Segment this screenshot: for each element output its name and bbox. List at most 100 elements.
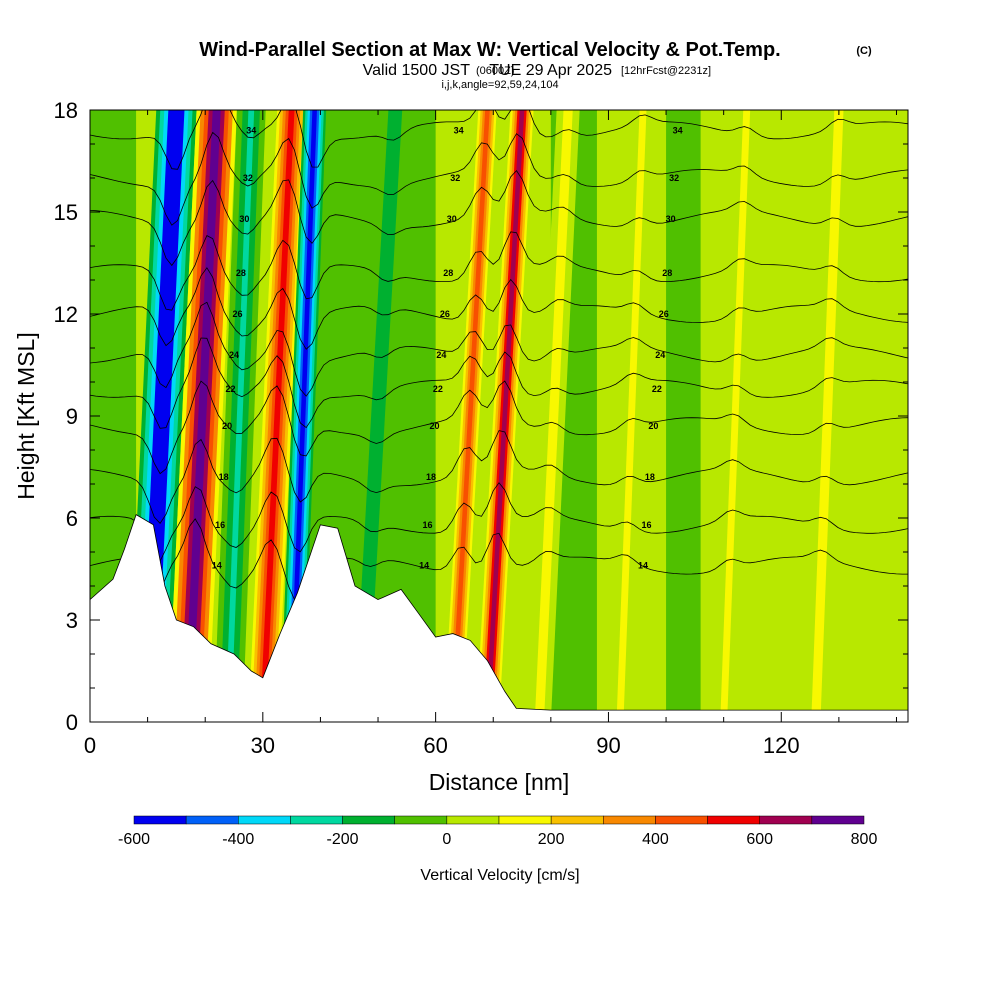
theta-contour-label: 34 <box>454 125 464 135</box>
theta-contour-line <box>90 231 908 311</box>
theta-contour-line <box>90 518 908 601</box>
theta-contour-line <box>90 337 908 429</box>
colorbar-swatch <box>394 815 448 825</box>
colorbar-swatch <box>811 815 865 825</box>
theta-contour-label: 22 <box>652 384 662 394</box>
theta-contour-label: 16 <box>423 520 433 530</box>
theta-contour-label: 26 <box>232 309 242 319</box>
colorbar-swatch <box>498 815 552 825</box>
theta-contour-line <box>90 430 908 524</box>
theta-contour-label: 24 <box>655 350 665 360</box>
velocity-band <box>289 110 317 722</box>
theta-contour-label: 34 <box>246 125 256 135</box>
colorbar-swatch <box>290 815 343 825</box>
theta-contour-line <box>90 267 908 350</box>
theta-contour-label: 22 <box>226 384 236 394</box>
velocity-band <box>537 110 571 722</box>
x-axis-label: Distance [nm] <box>429 769 570 795</box>
x-tick-label: 60 <box>423 733 447 758</box>
theta-contour-label: 28 <box>443 268 453 278</box>
theta-contour-label: 18 <box>645 472 655 482</box>
colorbar-swatch <box>133 815 187 825</box>
theta-contour-label: 28 <box>662 268 672 278</box>
colorbar-swatch <box>707 815 760 825</box>
colorbar-swatch <box>446 815 500 825</box>
field-region <box>666 110 701 722</box>
x-tick-label: 30 <box>251 733 275 758</box>
valid-time: Valid 1500 JST <box>363 62 471 79</box>
velocity-band <box>259 110 295 722</box>
colorbar-swatch <box>759 815 813 825</box>
x-tick-label: 0 <box>84 733 96 758</box>
colorbar-swatch <box>550 815 604 825</box>
velocity-band <box>450 110 490 722</box>
theta-contour-label: 32 <box>450 173 460 183</box>
theta-contour-label: 24 <box>436 350 446 360</box>
colorbar-tick-label: 0 <box>442 831 451 848</box>
x-axis: 0 30 60 90 120 <box>84 110 897 758</box>
y-tick-label: 9 <box>66 404 78 429</box>
theta-contour-line <box>90 301 908 397</box>
colorbar-tick-label: -600 <box>118 831 150 848</box>
colorbar-tick-label: 200 <box>538 831 565 848</box>
theta-contour-label: 30 <box>447 214 457 224</box>
x-tick-label: 90 <box>596 733 620 758</box>
copyright-mark: (C) <box>856 45 872 57</box>
theta-contour-label: 32 <box>669 173 679 183</box>
colorbar-tick-label: 400 <box>642 831 669 848</box>
theta-contour-label: 20 <box>648 421 658 431</box>
y-tick-label: 3 <box>66 608 78 633</box>
y-axis-label: Height [Kft MSL] <box>13 332 39 499</box>
terrain <box>90 514 908 722</box>
y-tick-label: 15 <box>54 200 78 225</box>
theta-contour-label: 28 <box>236 268 246 278</box>
colorbar-swatch <box>185 815 239 825</box>
chart-title: Wind-Parallel Section at Max W: Vertical… <box>199 39 780 61</box>
theta-contour-label: 14 <box>212 561 222 571</box>
colorbar: -600 -400 -200 0 200 400 600 800 <box>118 815 878 848</box>
theta-contour-label: 18 <box>219 472 229 482</box>
theta-contour-label: 16 <box>641 520 651 530</box>
velocity-band <box>485 110 525 722</box>
theta-contours: 14 14 14 16 16 16 18 18 18 20 20 20 22 22 22 24 24 24 26 26… <box>90 110 908 601</box>
terrain-profile <box>90 514 908 722</box>
theta-contour-label: 18 <box>426 472 436 482</box>
theta-contour-line <box>90 131 908 226</box>
colorbar-tick-label: -200 <box>327 831 359 848</box>
velocity-band <box>183 110 221 722</box>
theta-contour-label: 34 <box>673 125 683 135</box>
colorbar-swatch <box>655 815 708 825</box>
y-tick-label: 0 <box>66 710 78 735</box>
velocity-band <box>721 110 749 722</box>
theta-contour-label: 16 <box>215 520 225 530</box>
theta-contour-label: 30 <box>239 214 249 224</box>
colorbar-swatch <box>603 815 656 825</box>
velocity-band <box>357 110 399 722</box>
theta-contour-label: 26 <box>659 309 669 319</box>
colorbar-tick-label: 600 <box>746 831 773 848</box>
y-tick-label: 6 <box>66 506 78 531</box>
y-axis: 0 3 6 9 12 15 18 <box>54 98 908 735</box>
theta-contour-line <box>90 380 908 475</box>
theta-contour-label: 20 <box>222 421 232 431</box>
grid-indices: i,j,k,angle=92,59,24,104 <box>441 79 558 91</box>
theta-contour-label: 14 <box>419 561 429 571</box>
velocity-band <box>225 110 255 722</box>
x-tick-label: 120 <box>763 733 800 758</box>
colorbar-tick-label: 800 <box>851 831 878 848</box>
theta-contour-label: 20 <box>429 421 439 431</box>
valid-utc: (0600Z) <box>476 65 515 77</box>
colorbar-swatch <box>238 815 291 825</box>
colorbar-tick-label: -400 <box>222 831 254 848</box>
theta-contour-label: 22 <box>433 384 443 394</box>
colorbar-label: Vertical Velocity [cm/s] <box>420 867 579 884</box>
theta-contour-label: 26 <box>440 309 450 319</box>
y-tick-label: 18 <box>54 98 78 123</box>
velocity-band <box>813 110 842 722</box>
forecast-info: [12hrFcst@2231z] <box>621 65 711 77</box>
velocity-band <box>618 110 645 722</box>
theta-contour-label: 14 <box>638 561 648 571</box>
theta-contour-line <box>90 110 908 170</box>
y-tick-label: 12 <box>54 302 78 327</box>
